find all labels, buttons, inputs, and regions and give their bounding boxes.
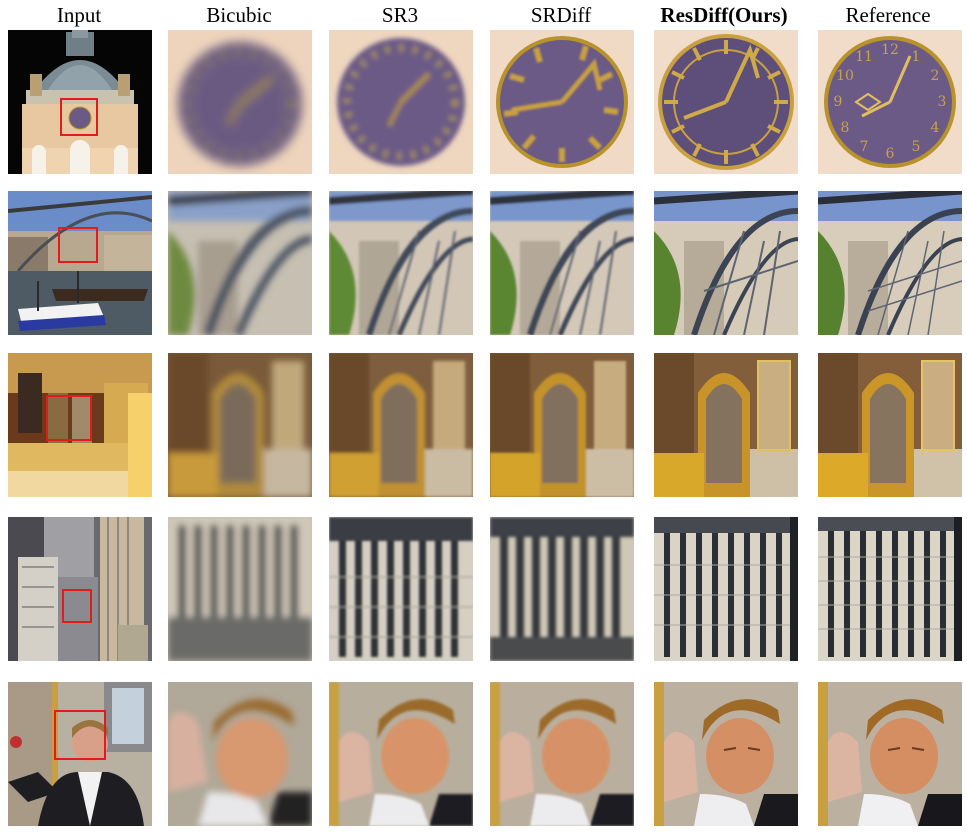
srdiff-crop-portrait <box>490 682 634 826</box>
row-clock-dome: 12 1 2 3 4 5 6 7 8 9 10 11 <box>0 30 967 176</box>
clock-numeral: 12 <box>881 42 899 58</box>
crop-region-box <box>58 227 98 263</box>
input-image-iron-bridge <box>8 191 152 335</box>
reference-crop-church <box>818 353 962 497</box>
bicubic-crop-portrait <box>168 682 312 826</box>
clock-numeral: 11 <box>855 49 873 65</box>
bicubic-crop-bridge <box>168 191 312 335</box>
crop-region-box <box>60 98 98 136</box>
clock-numeral: 3 <box>938 94 947 110</box>
row-iron-bridge <box>0 191 967 337</box>
crop-region-box <box>46 395 92 441</box>
resdiff-crop-church <box>654 353 798 497</box>
resdiff-crop-skyscraper <box>654 517 798 661</box>
bicubic-crop-clock <box>168 30 312 174</box>
row-man-portrait <box>0 682 967 828</box>
clock-numeral: 10 <box>836 68 854 84</box>
resdiff-crop-bridge <box>654 191 798 335</box>
reference-crop-clock: 12 1 2 3 4 5 6 7 8 9 10 11 <box>818 30 962 174</box>
clock-numeral: 7 <box>860 139 869 155</box>
sr3-crop-portrait <box>329 682 473 826</box>
row-church-interior <box>0 353 967 499</box>
reference-crop-skyscraper <box>818 517 962 661</box>
resdiff-crop-clock <box>654 30 798 174</box>
col-header-bicubic: Bicubic <box>206 3 272 27</box>
sr3-crop-bridge <box>329 191 473 335</box>
clock-numeral: 8 <box>841 120 850 136</box>
reference-crop-portrait <box>818 682 962 826</box>
col-header-reference: Reference <box>845 3 931 27</box>
clock-numeral: 9 <box>834 94 843 110</box>
col-header-resdiff: ResDiff(Ours) <box>660 3 788 27</box>
clock-numeral: 1 <box>912 49 921 65</box>
srdiff-crop-clock <box>490 30 634 174</box>
col-header-srdiff: SRDiff <box>530 3 592 27</box>
crop-region-box <box>62 589 92 623</box>
sr3-crop-clock <box>329 30 473 174</box>
clock-numeral: 6 <box>886 146 895 162</box>
input-image-man-portrait <box>8 682 152 826</box>
clock-numeral: 4 <box>931 120 940 136</box>
input-image-clock-dome <box>8 30 152 174</box>
reference-crop-bridge <box>818 191 962 335</box>
clock-numeral: 5 <box>912 139 921 155</box>
clock-numeral: 2 <box>931 68 940 84</box>
srdiff-crop-church <box>490 353 634 497</box>
resdiff-crop-portrait <box>654 682 798 826</box>
input-image-city-skyscraper <box>8 517 152 661</box>
column-headers: Input Bicubic SR3 SRDiff ResDiff(Ours) R… <box>0 0 967 30</box>
input-image-church-interior <box>8 353 152 497</box>
col-header-sr3: SR3 <box>381 3 419 27</box>
crop-region-box <box>54 710 106 760</box>
srdiff-crop-skyscraper <box>490 517 634 661</box>
row-city-skyscraper <box>0 517 967 663</box>
sr3-crop-church <box>329 353 473 497</box>
col-header-input: Input <box>56 3 102 27</box>
bicubic-crop-skyscraper <box>168 517 312 661</box>
sr3-crop-skyscraper <box>329 517 473 661</box>
srdiff-crop-bridge <box>490 191 634 335</box>
bicubic-crop-church <box>168 353 312 497</box>
